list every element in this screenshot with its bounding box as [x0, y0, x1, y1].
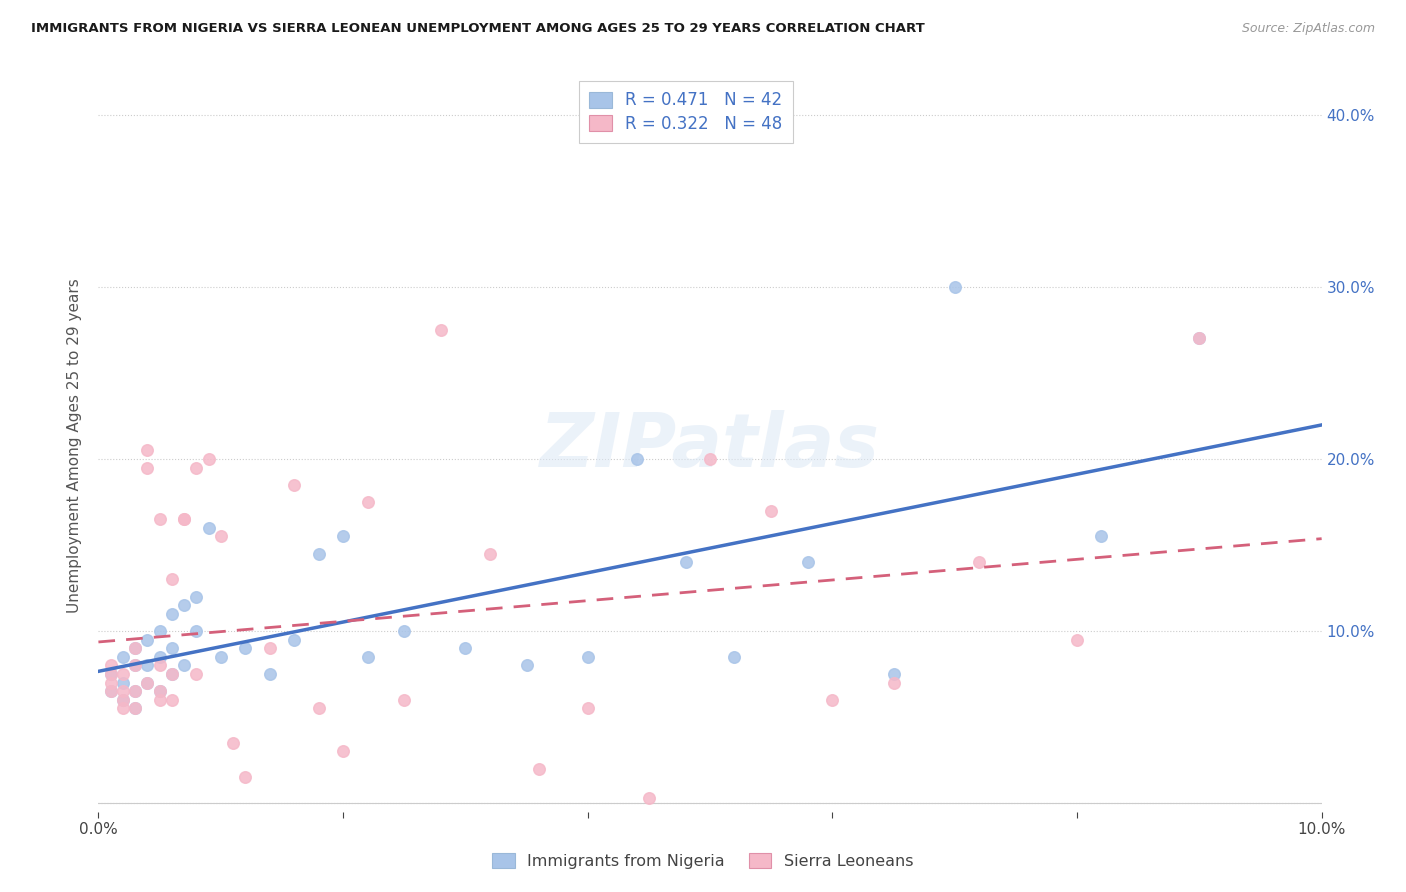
Point: [100, 684, 122, 698]
Point: [111, 693, 134, 707]
Point: [283, 477, 305, 491]
Point: [943, 280, 966, 294]
Point: [283, 632, 305, 647]
Point: [222, 736, 245, 750]
Point: [197, 451, 219, 466]
Point: [160, 667, 183, 681]
Point: [136, 443, 159, 458]
Point: [883, 667, 905, 681]
Point: [1066, 632, 1088, 647]
Point: [124, 701, 146, 715]
Point: [233, 770, 256, 784]
Point: [259, 641, 281, 656]
Point: [173, 512, 195, 526]
Point: [637, 791, 661, 805]
Point: [392, 624, 416, 638]
Point: [149, 512, 172, 526]
Point: [392, 693, 416, 707]
Point: [1188, 331, 1211, 345]
Text: Source: ZipAtlas.com: Source: ZipAtlas.com: [1241, 22, 1375, 36]
Point: [136, 658, 159, 673]
Point: [149, 658, 172, 673]
Point: [173, 658, 195, 673]
Point: [160, 573, 183, 587]
Point: [100, 684, 122, 698]
Point: [209, 529, 232, 543]
Point: [675, 555, 697, 569]
Point: [454, 641, 477, 656]
Point: [136, 675, 159, 690]
Point: [111, 701, 134, 715]
Point: [149, 624, 172, 638]
Point: [821, 693, 844, 707]
Point: [527, 762, 550, 776]
Point: [356, 495, 378, 509]
Point: [967, 555, 990, 569]
Point: [186, 667, 208, 681]
Point: [136, 675, 159, 690]
Point: [124, 641, 146, 656]
Point: [576, 649, 599, 664]
Point: [883, 675, 905, 690]
Point: [100, 667, 122, 681]
Point: [259, 667, 281, 681]
Point: [124, 684, 146, 698]
Point: [186, 624, 208, 638]
Point: [100, 658, 122, 673]
Point: [160, 641, 183, 656]
Point: [160, 693, 183, 707]
Point: [626, 451, 648, 466]
Point: [723, 649, 745, 664]
Y-axis label: Unemployment Among Ages 25 to 29 years: Unemployment Among Ages 25 to 29 years: [67, 278, 83, 614]
Point: [797, 555, 820, 569]
Point: [308, 547, 330, 561]
Point: [124, 701, 146, 715]
Point: [332, 744, 354, 758]
Point: [111, 649, 134, 664]
Point: [124, 658, 146, 673]
Point: [124, 658, 146, 673]
Point: [111, 684, 134, 698]
Point: [100, 675, 122, 690]
Point: [173, 598, 195, 612]
Legend: R = 0.471   N = 42, R = 0.322   N = 48: R = 0.471 N = 42, R = 0.322 N = 48: [579, 81, 793, 143]
Point: [111, 667, 134, 681]
Point: [356, 649, 378, 664]
Point: [124, 641, 146, 656]
Point: [149, 684, 172, 698]
Point: [516, 658, 538, 673]
Point: [197, 521, 219, 535]
Point: [1188, 331, 1211, 345]
Point: [186, 460, 208, 475]
Text: IMMIGRANTS FROM NIGERIA VS SIERRA LEONEAN UNEMPLOYMENT AMONG AGES 25 TO 29 YEARS: IMMIGRANTS FROM NIGERIA VS SIERRA LEONEA…: [31, 22, 925, 36]
Point: [759, 503, 782, 517]
Point: [308, 701, 330, 715]
Point: [149, 693, 172, 707]
Point: [149, 649, 172, 664]
Point: [136, 632, 159, 647]
Point: [124, 684, 146, 698]
Point: [209, 649, 232, 664]
Point: [111, 693, 134, 707]
Point: [430, 323, 453, 337]
Text: ZIPatlas: ZIPatlas: [540, 409, 880, 483]
Legend: Immigrants from Nigeria, Sierra Leoneans: Immigrants from Nigeria, Sierra Leoneans: [484, 845, 922, 877]
Point: [149, 684, 172, 698]
Point: [478, 547, 501, 561]
Point: [136, 460, 159, 475]
Point: [186, 590, 208, 604]
Point: [332, 529, 354, 543]
Point: [576, 701, 599, 715]
Point: [233, 641, 256, 656]
Point: [160, 667, 183, 681]
Point: [100, 667, 122, 681]
Point: [111, 675, 134, 690]
Point: [160, 607, 183, 621]
Point: [173, 512, 195, 526]
Point: [699, 451, 721, 466]
Point: [1090, 529, 1112, 543]
